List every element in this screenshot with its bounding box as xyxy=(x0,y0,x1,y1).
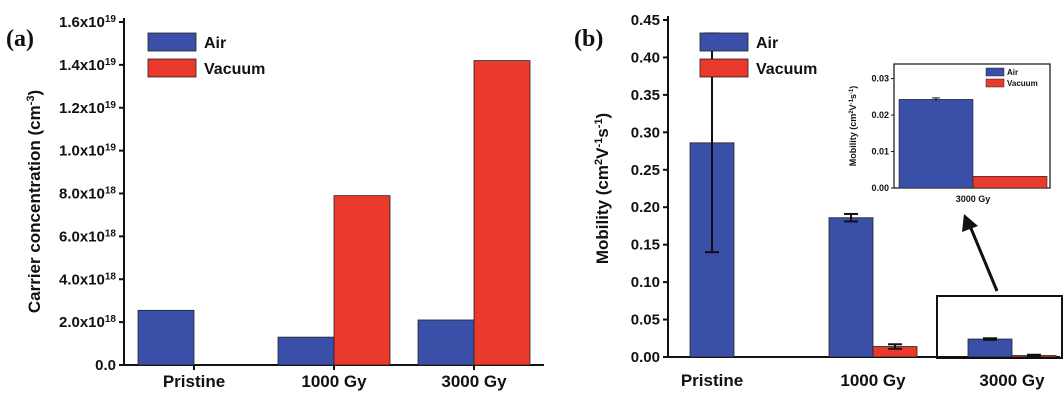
y-tick-label: 0.40 xyxy=(631,49,660,66)
label-part: 19 xyxy=(105,56,117,67)
x-tick-label: 1000 Gy xyxy=(840,371,906,390)
y-tick-label: 0.20 xyxy=(631,199,660,216)
label-part: 2 xyxy=(849,110,855,114)
label-part: 6.0x10 xyxy=(59,228,105,245)
label-part: 18 xyxy=(105,228,117,239)
inset-y-tick-label: 0.01 xyxy=(871,147,889,157)
inset-legend-swatch-air xyxy=(985,67,1005,77)
label-part: 1.6x10 xyxy=(59,14,105,31)
label-part: -1 xyxy=(593,119,605,129)
label-part: 1.4x10 xyxy=(59,57,105,74)
inset-legend-label-vacuum: Vacuum xyxy=(1007,79,1038,88)
label-part: 4.0x10 xyxy=(59,271,105,288)
legend-label-air: Air xyxy=(204,35,226,52)
legend-swatch-vacuum xyxy=(147,58,197,78)
inset-y-tick-label: 0.02 xyxy=(871,110,889,120)
legend-swatch-vacuum xyxy=(699,58,749,78)
y-tick-label: 0.10 xyxy=(631,274,660,291)
inset-legend-swatch-vacuum xyxy=(985,78,1005,88)
legend-label-air: Air xyxy=(756,35,778,52)
label-part: 18 xyxy=(105,314,117,325)
inset-legend-label-air: Air xyxy=(1007,68,1018,77)
label-part: -1 xyxy=(593,138,605,148)
panel-label-a: (a) xyxy=(6,26,34,52)
bar-vacuum-3000-gy xyxy=(473,60,531,366)
label-part: 8.0x10 xyxy=(59,186,105,203)
inset-y-axis-title: Mobility (cm2V-1s-1) xyxy=(848,86,858,167)
label-part: 2 xyxy=(593,159,605,165)
label-part: 19 xyxy=(105,99,117,110)
label-part: -1 xyxy=(849,88,855,94)
y-axis-title: Mobility (cm2V-1s-1) xyxy=(593,113,612,264)
inset-y-tick-label: 0.03 xyxy=(871,74,889,84)
y-tick-label: 0.05 xyxy=(631,312,660,329)
bar-air-1000-gy xyxy=(277,336,335,366)
bar-air-3000-gy xyxy=(967,338,1013,358)
bar-air-pristine xyxy=(137,309,195,366)
y-tick-label: 0.30 xyxy=(631,124,660,141)
label-part: ) xyxy=(848,86,858,89)
label-part: Carrier concentration (cm xyxy=(25,105,44,313)
label-part: 0.0 xyxy=(95,357,116,374)
label-part: ) xyxy=(593,113,612,119)
panel-b-mobility-chart: 0.00 0.05 0.10 0.15 0.20 0.25 0.30 0.35 0.40 0.45… xyxy=(574,12,1063,390)
y-tick-label: 8.0x1018 xyxy=(59,185,116,203)
y-tick-label: 0.00 xyxy=(631,349,660,366)
panel-a-carrier-concentration-chart: 0.02.0x10184.0x10186.0x10188.0x10181.0x1… xyxy=(6,14,544,391)
label-part: Mobility (cm xyxy=(593,165,612,264)
y-tick-label: 0.0 xyxy=(95,357,116,374)
x-tick-label: Pristine xyxy=(681,371,743,390)
inset-y-tick-label: 0.00 xyxy=(871,183,889,193)
zoom-region-box xyxy=(936,295,1063,359)
y-axis-title: Carrier concentration (cm-3) xyxy=(25,90,44,313)
zoom-arrow-line xyxy=(968,225,999,292)
label-part: 1.2x10 xyxy=(59,100,105,117)
zoom-arrow-head xyxy=(962,214,978,232)
bar-air-3000-gy xyxy=(417,319,475,366)
inset-bar-vacuum xyxy=(972,176,1048,189)
label-part: 18 xyxy=(105,185,117,196)
label-part: 18 xyxy=(105,271,117,282)
label-part: 19 xyxy=(105,14,117,25)
label-part: 2.0x10 xyxy=(59,314,105,331)
inset-x-tick-label: 3000 Gy xyxy=(956,194,991,204)
label-part: 1.0x10 xyxy=(59,143,105,160)
y-tick-label: 0.45 xyxy=(631,12,660,29)
y-tick-label: 1.0x1019 xyxy=(59,142,116,160)
legend-label-vacuum: Vacuum xyxy=(756,61,817,78)
legend-swatch-air xyxy=(147,32,197,52)
label-part: V xyxy=(593,147,612,159)
label-part: -3 xyxy=(25,96,37,106)
x-tick-label: Pristine xyxy=(163,372,225,391)
y-tick-label: 1.2x1019 xyxy=(59,99,116,117)
y-tick-label: 0.15 xyxy=(631,237,660,254)
x-tick-label: 1000 Gy xyxy=(301,372,367,391)
y-tick-label: 4.0x1018 xyxy=(59,271,116,289)
y-tick-label: 1.4x1019 xyxy=(59,56,116,74)
x-tick-label: 3000 Gy xyxy=(441,372,507,391)
panel-label-b: (b) xyxy=(574,26,603,52)
bar-air-1000-gy xyxy=(828,217,874,358)
label-part: s xyxy=(593,128,612,137)
legend-swatch-air xyxy=(699,32,749,52)
bar-vacuum-1000-gy xyxy=(333,195,391,366)
legend-label-vacuum: Vacuum xyxy=(204,61,265,78)
label-part: Mobility (cm xyxy=(848,114,858,167)
y-tick-label: 0.35 xyxy=(631,87,660,104)
y-tick-label: 6.0x1018 xyxy=(59,228,116,246)
label-part: ) xyxy=(25,90,44,96)
label-part: V xyxy=(848,104,858,110)
y-tick-label: 2.0x1018 xyxy=(59,314,116,332)
label-part: s xyxy=(848,94,858,99)
inset-bar-air xyxy=(898,99,974,189)
label-part: 19 xyxy=(105,142,117,153)
x-tick-label: 3000 Gy xyxy=(979,371,1045,390)
y-tick-label: 1.6x1019 xyxy=(59,14,116,32)
y-tick-label: 0.25 xyxy=(631,162,660,179)
label-part: -1 xyxy=(849,98,855,104)
